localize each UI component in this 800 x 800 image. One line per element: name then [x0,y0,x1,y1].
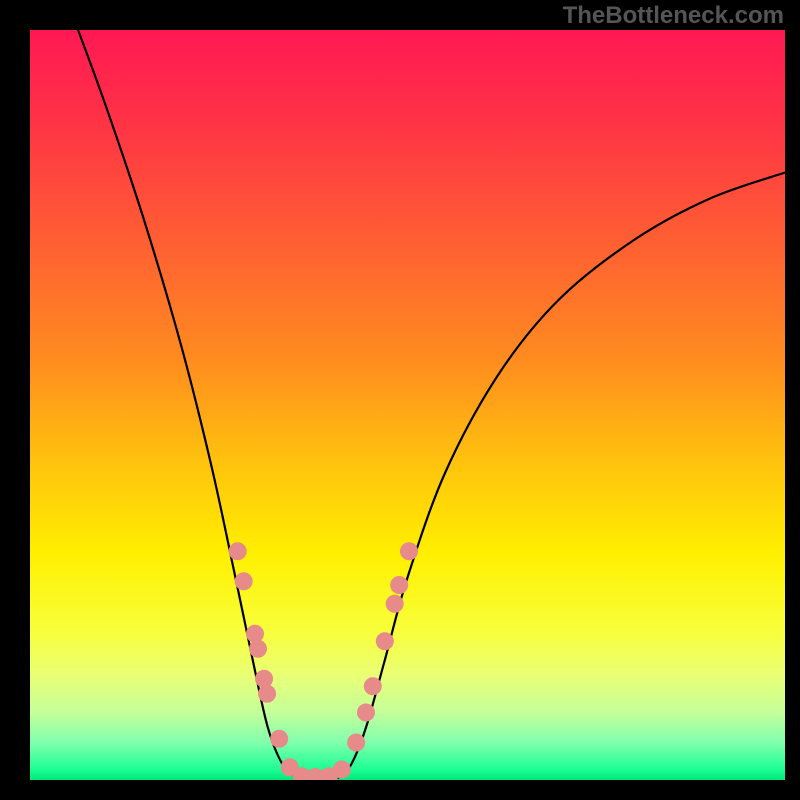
plot-svg [30,30,785,780]
gradient-background [30,30,785,780]
data-marker [270,730,288,748]
data-marker [347,734,365,752]
data-marker [246,625,264,643]
frame-border-right [785,0,800,800]
frame-border-left [0,0,30,800]
plot-area [30,30,785,780]
data-marker [333,761,351,779]
data-marker [400,542,418,560]
data-marker [364,677,382,695]
data-marker [390,576,408,594]
data-marker [229,542,247,560]
data-marker [376,632,394,650]
data-marker [357,704,375,722]
data-marker [255,670,273,688]
data-marker [235,572,253,590]
watermark-text: TheBottleneck.com [563,2,784,30]
data-marker [249,640,267,658]
data-marker [386,595,404,613]
frame-border-bottom [0,780,800,800]
data-marker [258,685,276,703]
